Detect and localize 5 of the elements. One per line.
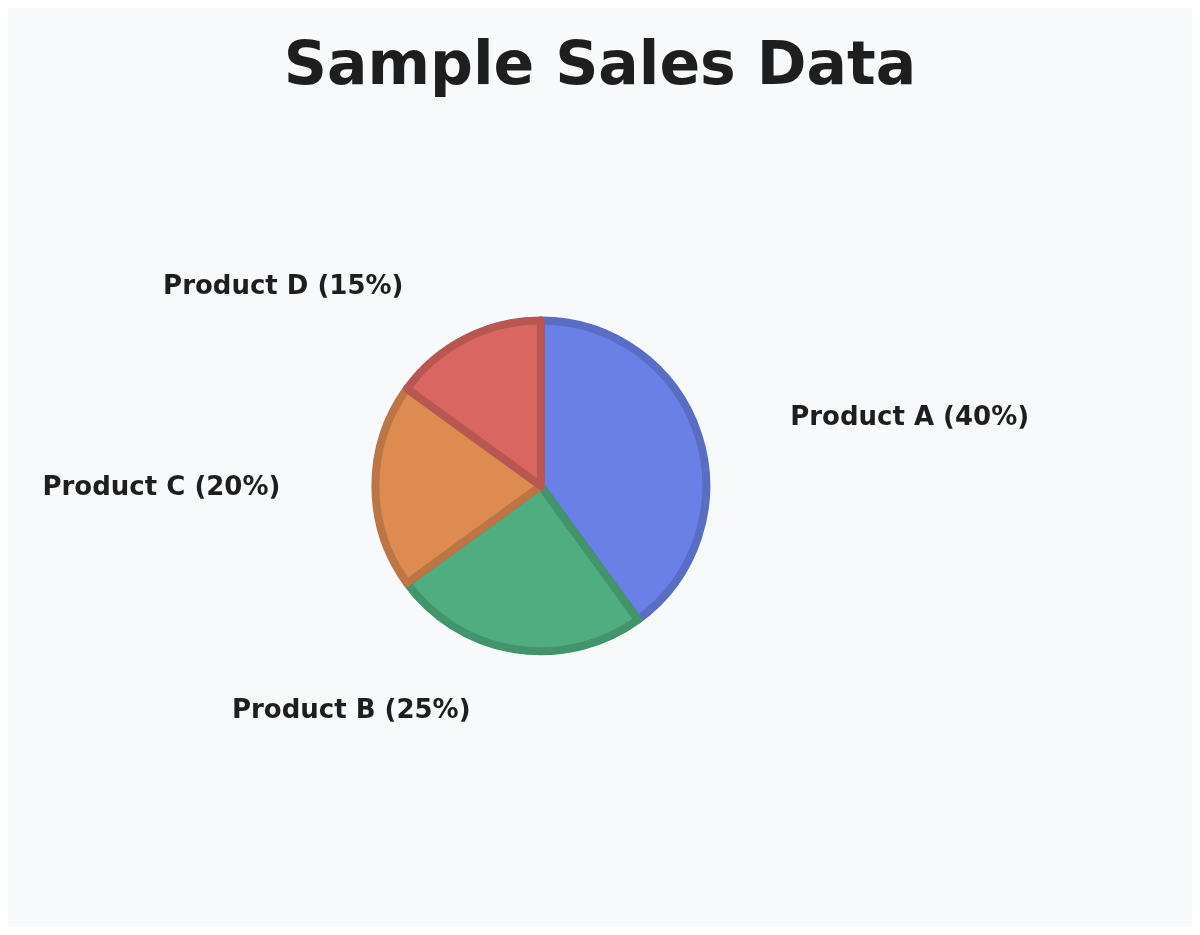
chart-title: Sample Sales Data: [283, 28, 917, 98]
slice-label: Product C (20%): [42, 470, 281, 501]
slice-label: Product A (40%): [790, 401, 1030, 432]
slice-label: Product D (15%): [163, 270, 404, 301]
slice-label: Product B (25%): [231, 693, 471, 724]
